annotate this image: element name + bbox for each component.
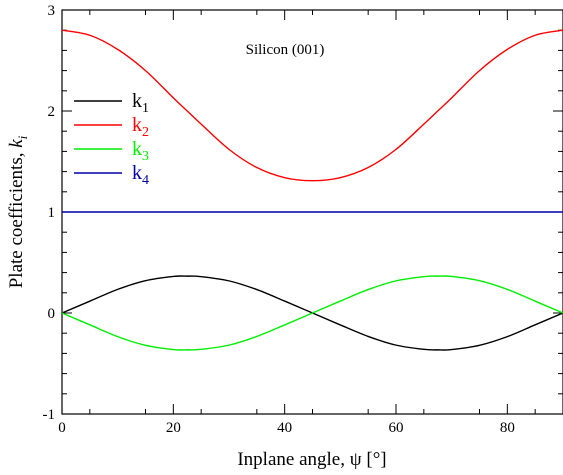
x-tick-label: 60 <box>389 420 404 436</box>
x-tick-label: 40 <box>277 420 292 436</box>
legend-label-sub: 3 <box>142 149 149 164</box>
x-tick-label: 20 <box>166 420 181 436</box>
legend-label-main: k <box>132 138 142 160</box>
series-line-2 <box>61 29 563 182</box>
minor-ticks <box>62 10 563 414</box>
legend-label-4: k4 <box>132 162 149 188</box>
legend-label-main: k <box>132 90 142 112</box>
x-tick-label: 0 <box>58 420 66 436</box>
legend-label-3: k3 <box>132 138 149 164</box>
y-axis-label: Plate coefficients, ki <box>6 135 30 288</box>
legend-label-1: k1 <box>132 90 149 116</box>
y-tick-label: 2 <box>48 104 56 120</box>
legend-label-2: k2 <box>132 114 149 140</box>
legend-label-sub: 1 <box>142 101 149 116</box>
y-axis-label-sub: i <box>15 135 30 139</box>
y-axis-label-main: Plate coefficients, <box>6 148 27 289</box>
series-line-3 <box>61 275 563 351</box>
legend-label-main: k <box>132 162 142 184</box>
y-axis-label-italic: k <box>6 139 27 148</box>
legend-label-main: k <box>132 114 142 136</box>
y-tick-label: 3 <box>48 3 56 19</box>
x-tick-label: 80 <box>500 420 515 436</box>
y-tick-label: -1 <box>43 407 56 423</box>
legend-label-sub: 4 <box>142 173 149 188</box>
annotation-label: Silicon (001) <box>246 42 325 58</box>
x-axis-label: Inplane angle, ψ [°] <box>237 449 386 470</box>
series-lines <box>61 29 563 351</box>
y-tick-label: 0 <box>48 306 56 322</box>
legend-label-sub: 2 <box>142 125 149 140</box>
y-tick-label: 1 <box>48 205 56 221</box>
